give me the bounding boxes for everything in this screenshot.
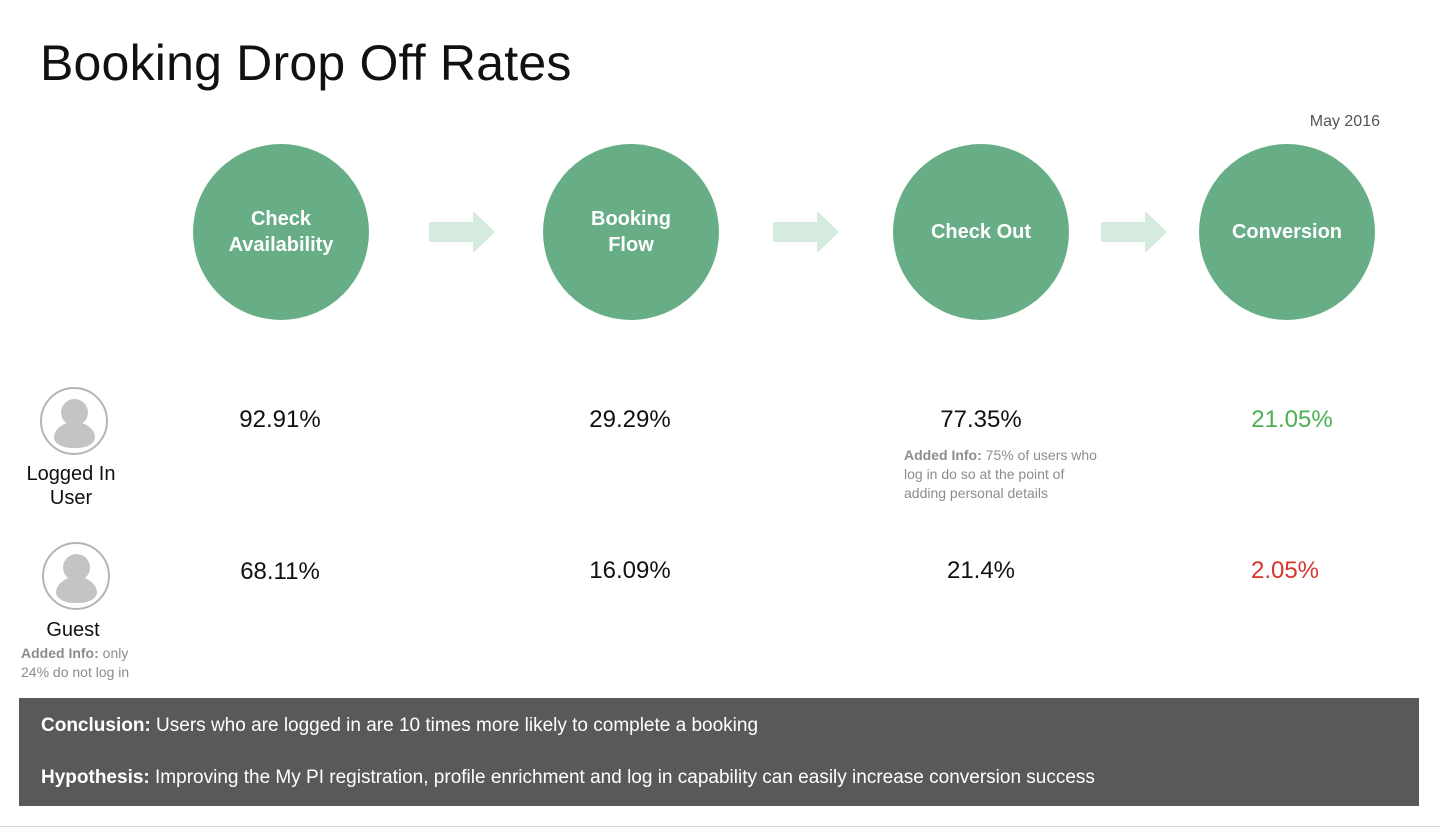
date-label: May 2016 (1309, 113, 1380, 130)
stage-label: Booking Flow (591, 208, 671, 256)
logged-in-user-label: Logged In User (26, 463, 116, 509)
guest-added-info-note: Added Info: only 24% do not log in (21, 644, 139, 682)
logged-in-check-availability-value: 92.91% (239, 406, 321, 433)
conclusion-text: Users who are logged in are 10 times mor… (150, 715, 759, 736)
arrow-right-icon (773, 211, 839, 253)
logged-in-booking-flow-value: 29.29% (589, 406, 671, 433)
guest-check-availability-value: 68.11% (240, 558, 320, 585)
conclusion-panel: Conclusion: Users who are logged in are … (19, 698, 1419, 806)
stage-label: Check Availability (228, 208, 334, 256)
hypothesis-text: Improving the My PI registration, profil… (149, 767, 1095, 788)
stage-label: Conversion (1231, 221, 1343, 243)
guest-booking-flow-value: 16.09% (589, 557, 671, 584)
stage-check-availability: Check Availability (193, 144, 369, 320)
guest-label: Guest (46, 619, 100, 641)
note-text: only 24% do not log in (21, 645, 130, 680)
conclusion-label: Conclusion: (41, 715, 151, 736)
note-text: 75% of users who log in do so at the poi… (904, 447, 1097, 501)
guest-check-out-value: 21.4% (946, 557, 1016, 584)
logged-in-conversion-value: 21.05% (1251, 406, 1333, 433)
checkout-added-info-note: Added Info: 75% of users who log in do s… (904, 446, 1104, 503)
arrow-right-icon (1101, 211, 1167, 253)
note-prefix: Added Info: (21, 645, 99, 661)
user-avatar-icon (42, 542, 110, 610)
stage-conversion: Conversion (1199, 144, 1375, 320)
conclusion-line: Conclusion: Users who are logged in are … (41, 715, 758, 737)
stage-check-out: Check Out (893, 144, 1069, 320)
hypothesis-label: Hypothesis: (41, 767, 150, 788)
guest-conversion-value: 2.05% (1250, 557, 1320, 584)
logged-in-check-out-value: 77.35% (940, 406, 1022, 433)
page-title: Booking Drop Off Rates (40, 35, 572, 91)
stage-booking-flow: Booking Flow (543, 144, 719, 320)
hypothesis-line: Hypothesis: Improving the My PI registra… (41, 767, 1095, 789)
stage-label: Check Out (930, 221, 1032, 243)
arrow-right-icon (429, 211, 495, 253)
user-avatar-icon (40, 387, 108, 455)
note-prefix: Added Info: (904, 447, 982, 463)
footer-divider (0, 826, 1440, 827)
